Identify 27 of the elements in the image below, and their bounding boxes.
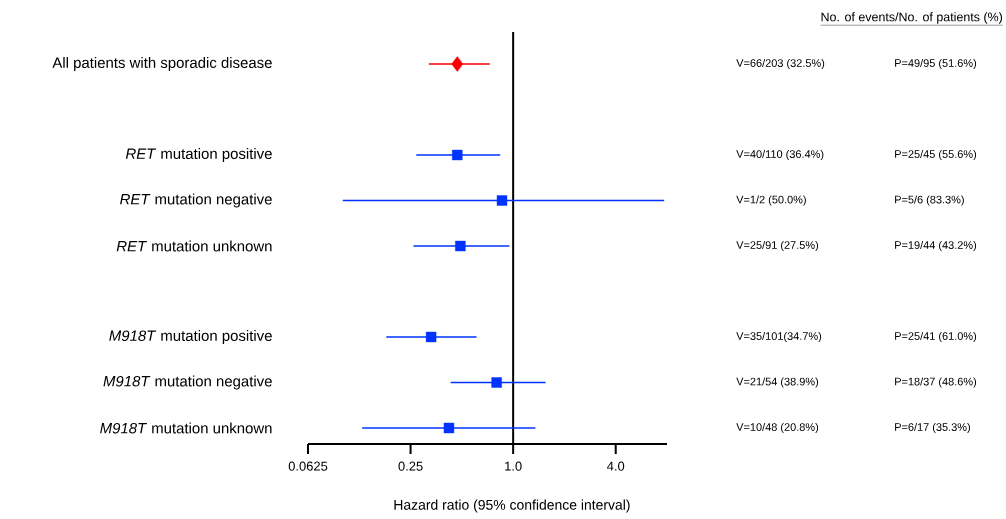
text: P=25/45 (55.6%)	[895, 149, 977, 161]
y-tick-label: M918T mutation negative	[103, 375, 272, 390]
text: P=25/41 (61.0%)	[895, 331, 977, 343]
text: P=18/37 (48.6%)	[895, 377, 977, 388]
x-tick-label: 0.25	[398, 461, 423, 471]
y-tick-label: All patients with sporadic disease	[52, 57, 272, 71]
y-tick-label: M918T mutation positive	[109, 330, 272, 344]
y-tick-label: RET mutation unknown	[116, 240, 272, 252]
text: P=19/44 (43.2%)	[895, 240, 977, 252]
text: P=5/6 (83.3%)	[895, 195, 964, 206]
text: P=49/95 (51.6%)	[895, 58, 977, 70]
x-axis-title: Hazard ratio (95% confidence interval)	[394, 499, 630, 513]
text: V=35/101(34.7%)	[736, 331, 822, 343]
text: V=40/110 (36.4%)	[736, 149, 824, 161]
x-tick-label: 0.0625	[288, 461, 328, 471]
y-tick-label: RET mutation negative	[120, 193, 272, 208]
text: V=21/54 (38.9%)	[736, 377, 819, 388]
text: V=1/2 (50.0%)	[736, 195, 806, 206]
text: No. of events/No. of patients (%)	[821, 12, 1003, 24]
x-tick-label: 1.0	[505, 461, 522, 471]
y-tick-label: M918T mutation unknown	[100, 422, 272, 434]
text: V=66/203 (32.5%)	[736, 58, 825, 70]
text: V=25/91 (27.5%)	[736, 240, 819, 252]
y-tick-label: RET mutation positive	[125, 148, 272, 162]
text: V=10/48 (20.8%)	[736, 422, 819, 434]
text: P=6/17 (35.3%)	[895, 422, 970, 434]
x-tick-label: 4.0	[607, 461, 625, 471]
